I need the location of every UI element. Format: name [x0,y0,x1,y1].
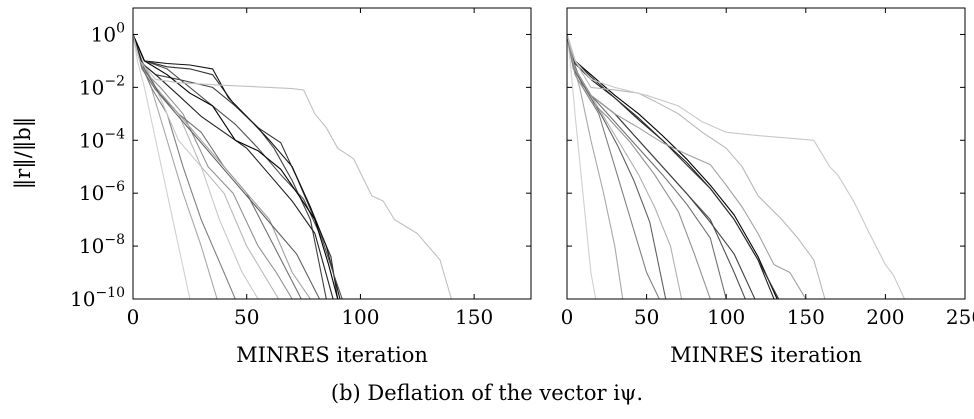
right-plot-panel: 0 50 100 150 200 250 MINRES iteration [561,7,974,367]
x-axis-label: MINRES iteration [670,343,862,367]
plot-frame [132,7,532,300]
series-line-15 [567,34,905,299]
x-tick-label: 50 [634,305,659,329]
series-line-12 [133,34,339,299]
x-tick-label: 0 [561,305,574,329]
series-line-16 [133,34,452,299]
x-tick-label: 100 [707,305,745,329]
series-line-1 [133,34,191,299]
series-line-15 [133,34,339,299]
y-tick-label: 10−4 [79,126,125,152]
x-tick-label: 200 [866,305,904,329]
y-tick-label: 100 [91,20,125,46]
series-line-8 [133,34,311,299]
series-line-11 [567,34,778,299]
series-line-10 [567,34,775,299]
x-tick-label: 250 [946,305,974,329]
x-tick-label: 0 [127,305,140,329]
series-line-14 [567,34,826,299]
series-line-6 [567,34,711,299]
y-tick-label: 10−2 [79,73,125,99]
y-tick-label: 10−8 [79,232,125,258]
figure: 0 50 100 150 100 10−2 10−4 10−6 10−8 10−10 MINRES… [11,7,974,367]
y-tick-label: 10−6 [79,179,125,205]
series-line-13 [133,34,341,299]
series-line-14 [133,34,343,299]
x-tick-label: 150 [787,305,825,329]
series-line-10 [133,34,327,299]
y-axis-label: ‖r‖/‖b‖ [11,117,36,190]
series-line-13 [567,34,807,299]
series-line-7 [133,34,302,299]
series-line-9 [133,34,320,299]
y-tick-label: 10−10 [70,285,125,311]
series-line-12 [567,34,780,299]
x-tick-label: 50 [234,305,259,329]
figure-caption: (b) Deflation of the vector iψ. [330,381,644,405]
x-tick-label: 100 [341,305,379,329]
series-line-5 [567,34,683,299]
series-line-3 [567,34,660,299]
series-line-8 [567,34,746,299]
series-line-11 [133,34,334,299]
x-axis-label: MINRES iteration [236,343,428,367]
plot-frame [566,7,966,300]
x-tick-label: 150 [455,305,493,329]
left-plot-panel: 0 50 100 150 100 10−2 10−4 10−6 10−8 10−10 MINRES… [11,7,532,367]
series-line-1 [567,34,597,299]
series-line-4 [567,34,667,299]
series-line-9 [567,34,756,299]
